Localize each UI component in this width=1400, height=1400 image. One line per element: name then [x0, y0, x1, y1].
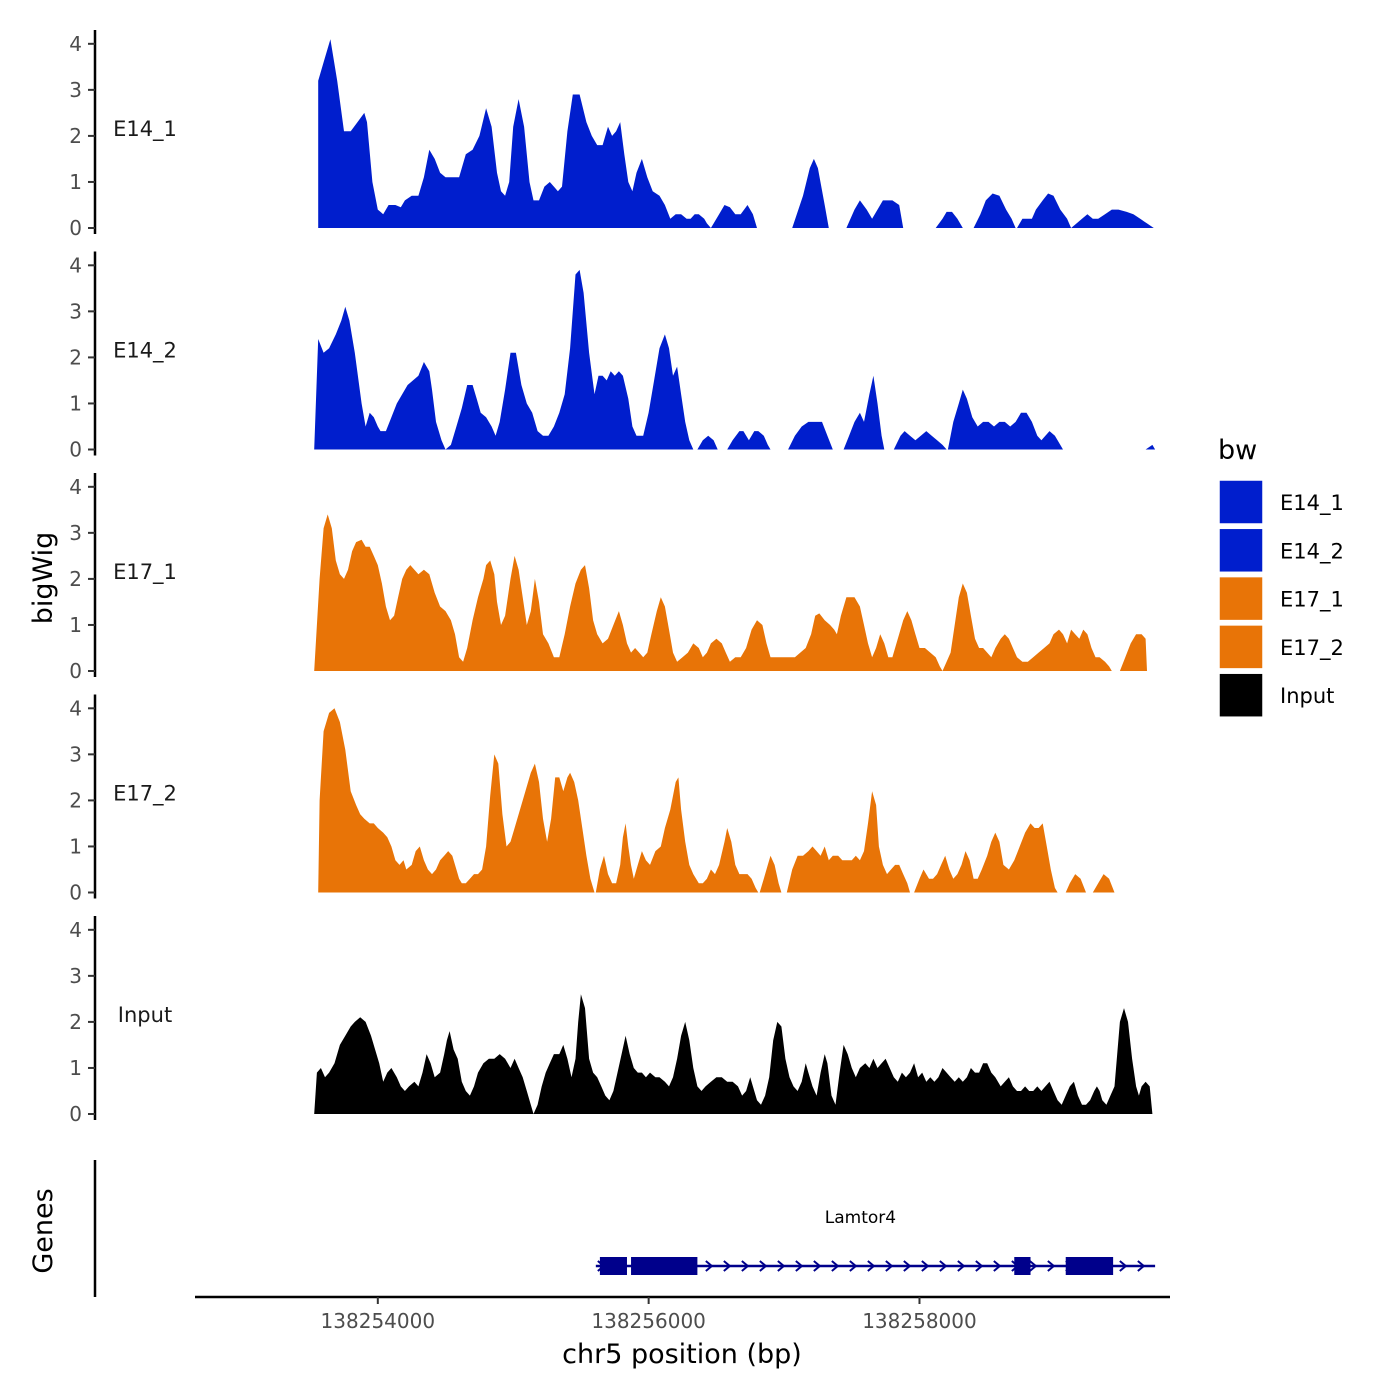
strand-arrow [939, 1260, 948, 1272]
legend-label-E14_2: E14_2 [1280, 539, 1344, 564]
panel-label-E17_2: E17_2 [113, 782, 177, 807]
legend-label-E14_1: E14_1 [1280, 491, 1344, 516]
coverage-area-E14_1 [318, 39, 1154, 229]
strand-arrow [723, 1260, 732, 1272]
x-axis: 138254000 138256000 138258000 [195, 1295, 1170, 1333]
panel-label-E17_1: E17_1 [113, 560, 177, 585]
strand-arrow [1047, 1260, 1056, 1272]
legend-label-Input: Input [1280, 684, 1334, 708]
gene-exon [1065, 1257, 1114, 1275]
y-tick-label: 0 [69, 438, 82, 462]
legend-swatch-E17_2 [1218, 624, 1264, 670]
y-tick-label: 2 [69, 345, 82, 369]
y-tick-label: 1 [69, 170, 82, 194]
y-tick-label: 0 [69, 1102, 82, 1126]
track-Input: 0 1 2 3 4 Input [69, 916, 1153, 1126]
strand-arrow [813, 1260, 822, 1272]
strand-arrow [975, 1260, 984, 1272]
x-tick-label: 138256000 [591, 1309, 706, 1333]
strand-arrow [777, 1260, 786, 1272]
legend-label-E17_1: E17_1 [1280, 588, 1344, 613]
y-tick-label: 0 [69, 659, 82, 683]
legend-swatch-E14_1 [1218, 479, 1264, 525]
y-tick-label: 0 [69, 216, 82, 240]
y-tick-label: 2 [69, 1010, 82, 1034]
panel-label-E14_1: E14_1 [113, 117, 177, 142]
strand-arrow [957, 1260, 966, 1272]
strand-arrow [849, 1260, 858, 1272]
legend-swatch-Input [1218, 672, 1264, 718]
strand-arrow [705, 1260, 714, 1272]
y-tick-label: 1 [69, 391, 82, 415]
y-tick-label: 4 [69, 32, 82, 56]
genes-axis-title: Genes [28, 1188, 59, 1273]
y-tick-label: 3 [69, 964, 82, 988]
x-axis-title: chr5 position (bp) [562, 1339, 802, 1370]
strand-arrow [1119, 1260, 1128, 1272]
strand-arrow [741, 1260, 750, 1272]
genes-panel: Lamtor4 [93, 1160, 1156, 1297]
track-E17_2: 0 1 2 3 4 E17_2 [69, 694, 1115, 905]
strand-arrow [885, 1260, 894, 1272]
coverage-tracks: 0 1 2 3 4 E14_1 0 1 2 3 4 E14_2 0 1 2 3 4 E17_1 0 1 2 3 4 E17_2… [69, 30, 1156, 1126]
y-tick-label: 3 [69, 742, 82, 766]
y-tick-label: 1 [69, 613, 82, 637]
coverage-area-E14_2 [314, 269, 1156, 450]
panel-label-E14_2: E14_2 [113, 339, 177, 364]
gene-exon [1014, 1257, 1031, 1275]
y-tick-label: 4 [69, 475, 82, 499]
legend-swatch-E14_2 [1218, 527, 1264, 574]
panel-label-Input: Input [118, 1003, 172, 1027]
strand-arrow [867, 1260, 876, 1272]
y-tick-label: 2 [69, 788, 82, 812]
y-tick-label: 3 [69, 78, 82, 102]
track-E14_1: 0 1 2 3 4 E14_1 [69, 30, 1154, 240]
x-tick-label: 138258000 [862, 1309, 977, 1333]
strand-arrow [759, 1260, 768, 1272]
coverage-area-E17_2 [318, 708, 1115, 893]
strand-arrow [795, 1260, 804, 1272]
legend-title: bw [1218, 435, 1257, 466]
legend-label-E17_2: E17_2 [1280, 636, 1344, 661]
strand-arrow [993, 1260, 1002, 1272]
y-tick-label: 4 [69, 918, 82, 942]
coverage-area-E17_1 [314, 514, 1147, 671]
y-axis-title: bigWig [28, 532, 59, 625]
y-tick-label: 0 [69, 881, 82, 905]
y-tick-label: 3 [69, 521, 82, 545]
track-E17_1: 0 1 2 3 4 E17_1 [69, 473, 1147, 683]
y-tick-label: 4 [69, 696, 82, 720]
strand-arrow [1029, 1260, 1038, 1272]
strand-arrow [1137, 1260, 1146, 1272]
coverage-area-Input [314, 994, 1153, 1114]
y-tick-label: 2 [69, 567, 82, 591]
gene-exon [631, 1257, 698, 1275]
y-tick-label: 1 [69, 834, 82, 858]
x-tick-label: 138254000 [321, 1309, 436, 1333]
y-tick-label: 4 [69, 253, 82, 277]
y-tick-label: 1 [69, 1056, 82, 1080]
y-tick-label: 3 [69, 299, 82, 323]
legend: bw E14_1 E14_2 E17_1 E17_2 Input [1218, 435, 1344, 718]
y-tick-label: 2 [69, 124, 82, 148]
strand-arrow [831, 1260, 840, 1272]
strand-arrow [903, 1260, 912, 1272]
gene-label: Lamtor4 [825, 1208, 896, 1228]
legend-swatch-E17_1 [1218, 575, 1264, 622]
track-E14_2: 0 1 2 3 4 E14_2 [69, 251, 1156, 462]
gene-exon [599, 1257, 627, 1275]
strand-arrow [921, 1260, 930, 1272]
